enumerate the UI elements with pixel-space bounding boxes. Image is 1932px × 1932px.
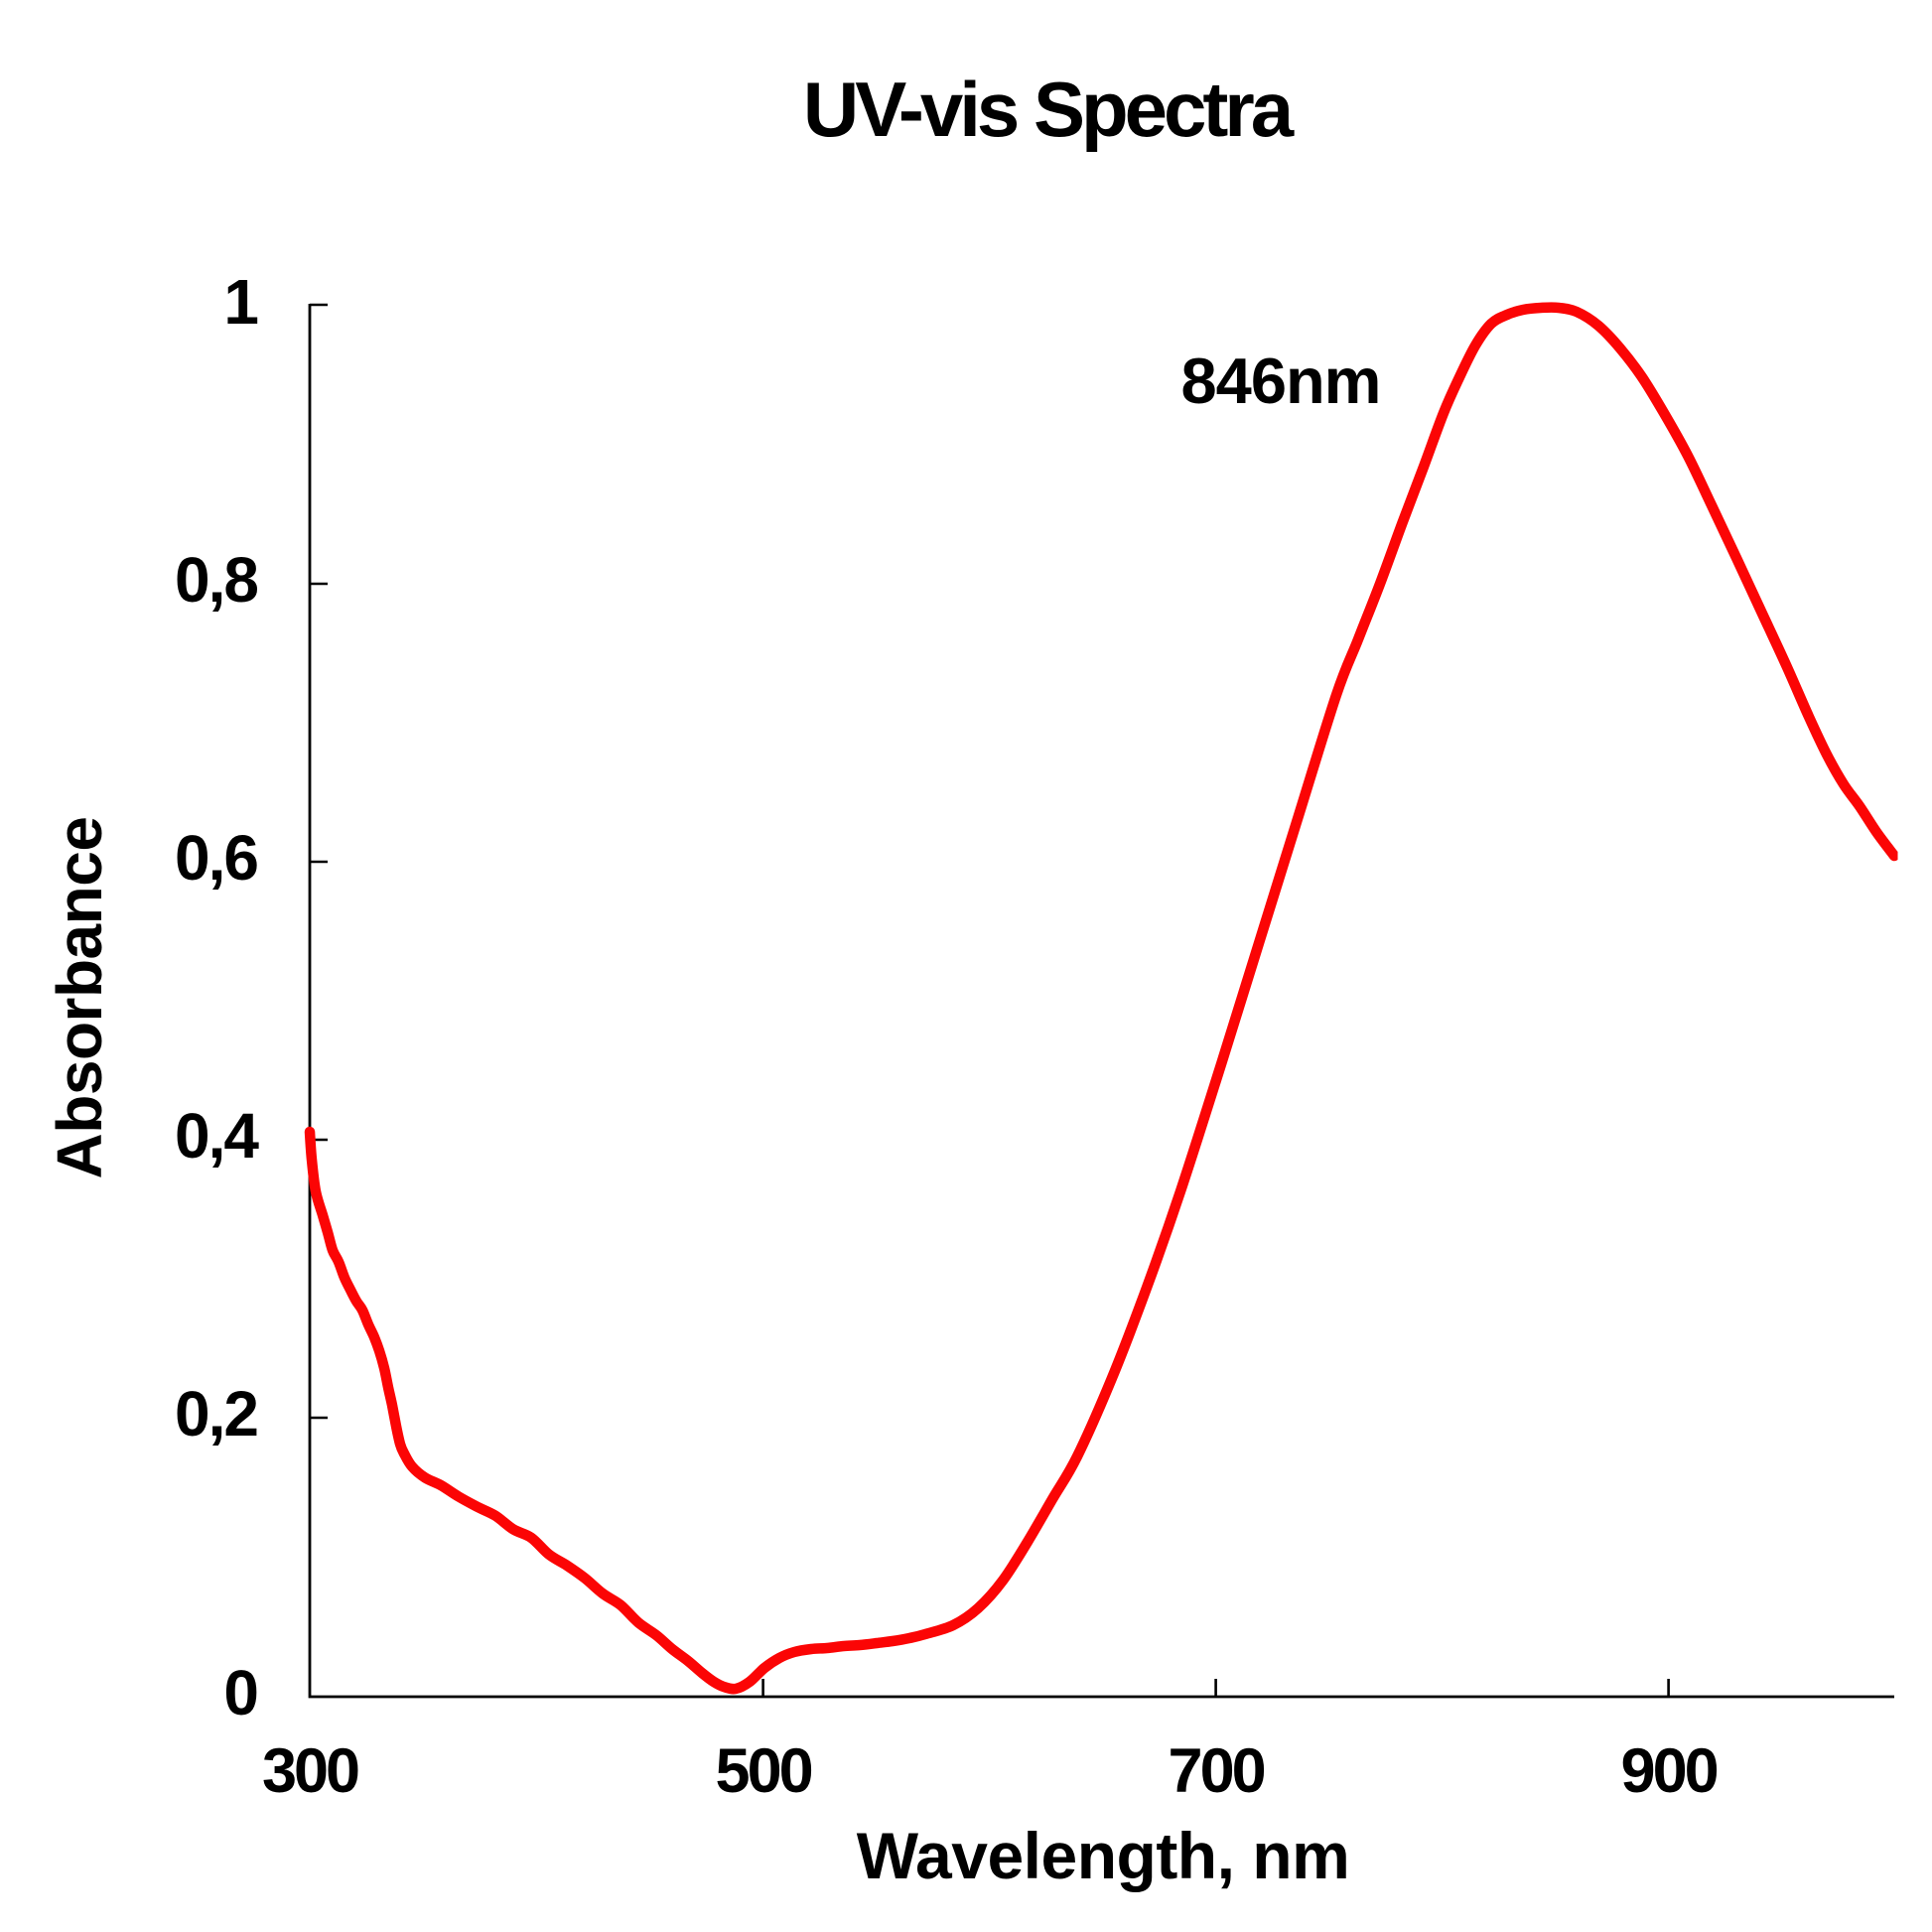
svg-text:500: 500 bbox=[716, 1736, 812, 1806]
svg-text:700: 700 bbox=[1169, 1736, 1265, 1806]
svg-text:0,6: 0,6 bbox=[175, 822, 257, 894]
svg-text:900: 900 bbox=[1621, 1736, 1718, 1806]
svg-text:300: 300 bbox=[262, 1736, 358, 1806]
svg-text:Absorbance: Absorbance bbox=[44, 817, 115, 1179]
svg-text:Wavelength, nm: Wavelength, nm bbox=[857, 1819, 1350, 1892]
svg-text:0,2: 0,2 bbox=[175, 1378, 257, 1449]
svg-text:UV-vis Spectra: UV-vis Spectra bbox=[803, 66, 1295, 153]
svg-text:0: 0 bbox=[223, 1657, 257, 1728]
svg-text:1: 1 bbox=[223, 266, 257, 338]
svg-text:846nm: 846nm bbox=[1181, 345, 1381, 417]
svg-text:0,8: 0,8 bbox=[175, 544, 257, 616]
svg-text:0,4: 0,4 bbox=[175, 1100, 259, 1172]
